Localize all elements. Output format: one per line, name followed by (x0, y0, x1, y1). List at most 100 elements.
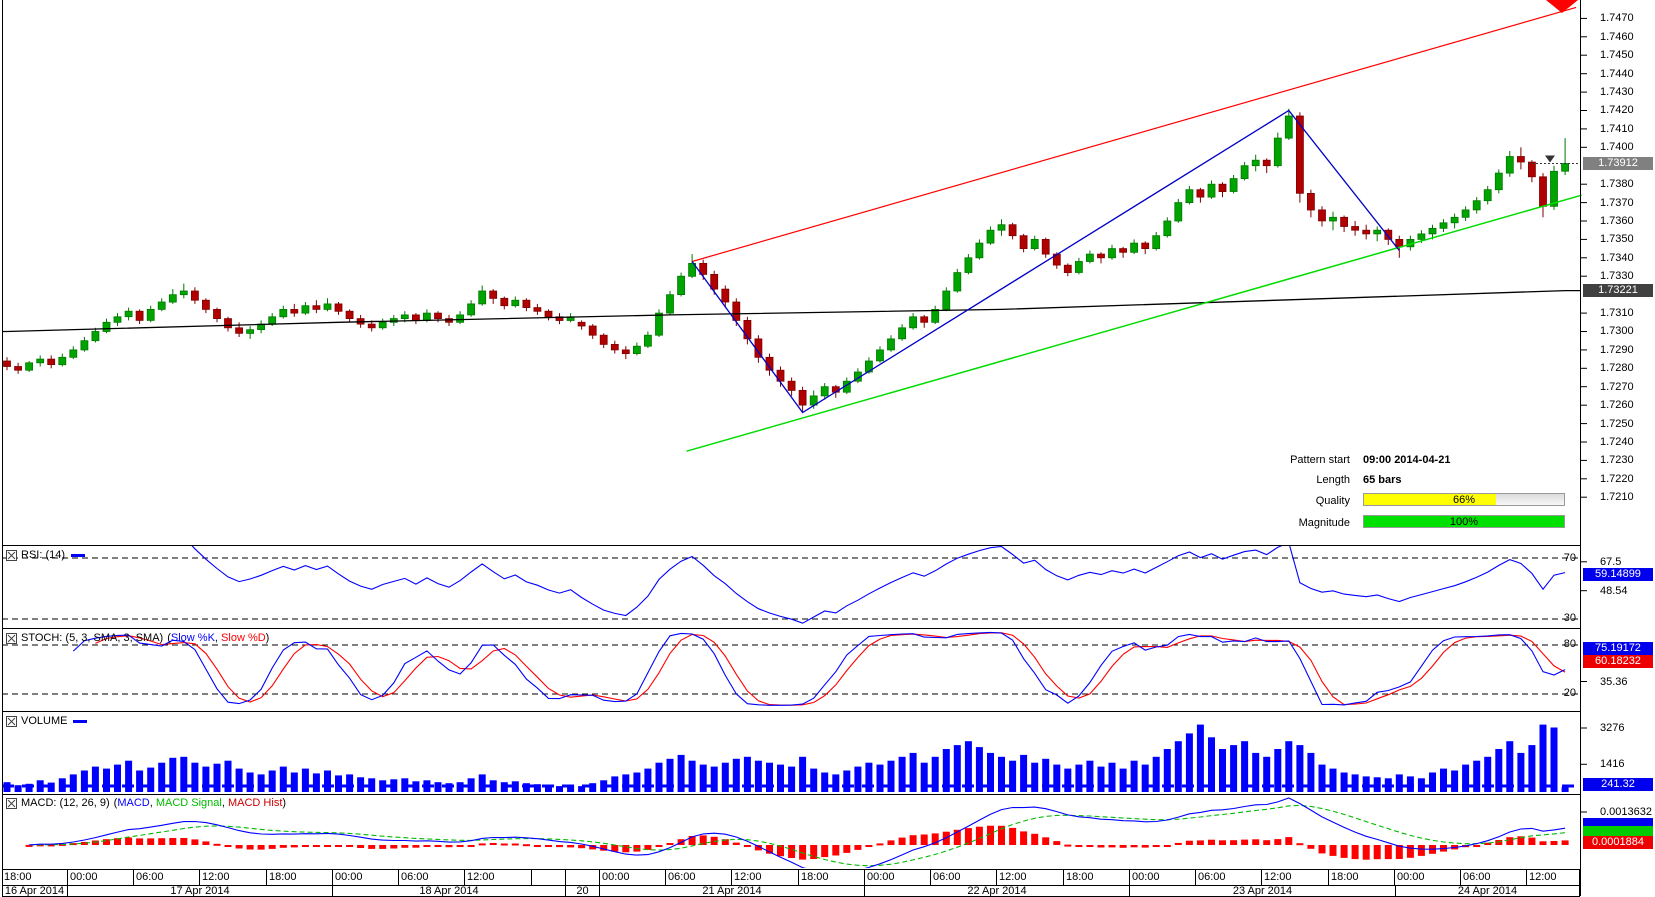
rsi-checkbox-icon[interactable] (6, 549, 17, 561)
magnitude-progress-fill (1364, 516, 1564, 527)
volume-checkbox-icon[interactable] (6, 715, 17, 727)
legend-part: MACD Signal (155, 797, 222, 809)
legend-part: MACD (117, 797, 150, 809)
stoch-d-badge: 60.18232 (1583, 655, 1653, 668)
date-cell: 22 Apr 2014 (865, 886, 1130, 896)
quality-progress-fill (1364, 494, 1496, 505)
price-tick-label: 1.7440 (1600, 68, 1634, 80)
legend-part: Slow %K (170, 632, 215, 644)
rsi-legend-line (71, 553, 86, 557)
time-cell: 06:00 (1461, 870, 1527, 885)
price-tick-label: 1.7270 (1600, 381, 1634, 393)
date-cell: 16 Apr 2014 (2, 886, 68, 896)
time-cell: 12:00 (997, 870, 1064, 885)
stoch-legend: (Slow %K, Slow %D) (167, 632, 269, 644)
pattern-start-label: Pattern start (1290, 454, 1350, 466)
rsi-title: RSI: (14) (21, 549, 66, 561)
time-cell: 12:00 (732, 870, 799, 885)
macd-axis-top: 0.0013632 (1600, 806, 1652, 818)
time-cell: 18:00 (799, 870, 865, 885)
time-cell: 06:00 (399, 870, 465, 885)
pattern-length-label: Length (1316, 474, 1350, 486)
macd-checkbox-icon[interactable] (6, 797, 17, 809)
pattern-length-value: 65 bars (1363, 474, 1402, 486)
volume-header: VOLUME (6, 715, 88, 727)
volume-axis-high: 3276 (1600, 722, 1625, 734)
price-tick-label: 1.7450 (1600, 49, 1634, 61)
volume-value-badge: 241.32 (1583, 778, 1653, 791)
price-tick-label: 1.7410 (1600, 123, 1634, 135)
time-cell: 12:00 (465, 870, 532, 885)
volume-legend-line (73, 719, 88, 723)
legend-part: ( (113, 797, 118, 809)
stoch-axis-mid: 35.36 (1600, 676, 1628, 688)
macd-signal-badge (1583, 826, 1653, 839)
legend-part: , (221, 797, 228, 809)
time-cell (532, 870, 566, 885)
legend-part: ( (167, 632, 171, 644)
time-cell: 06:00 (134, 870, 200, 885)
time-cell: 00:00 (600, 870, 666, 885)
price-tick-label: 1.7230 (1600, 454, 1634, 466)
date-cell: 21 Apr 2014 (600, 886, 865, 896)
price-tick-label: 1.7220 (1600, 473, 1634, 485)
stoch-level-80: 80 (1563, 638, 1576, 650)
time-cell: 12:00 (200, 870, 267, 885)
price-tick-label: 1.7360 (1600, 215, 1634, 227)
stoch-k-badge: 75.19172 (1583, 642, 1653, 655)
stoch-header: STOCH: (5, 3, SMA, 3, SMA) (Slow %K, Slo… (6, 632, 269, 644)
quality-progress-bar: 66% (1363, 493, 1565, 506)
price-tick-label: 1.7420 (1600, 104, 1634, 116)
legend-part: , (214, 632, 222, 644)
price-tick-label: 1.7260 (1600, 399, 1634, 411)
ma-value-badge: 1.73221 (1583, 284, 1653, 297)
time-cell: 00:00 (68, 870, 134, 885)
last-price-badge: 1.73912 (1583, 157, 1653, 170)
rsi-axis-low: 48.54 (1600, 585, 1628, 597)
legend-part: , (149, 797, 156, 809)
price-tick-label: 1.7290 (1600, 344, 1634, 356)
macd-header: MACD: (12, 26, 9) (MACD, MACD Signal, MA… (6, 797, 286, 809)
price-tick-label: 1.7470 (1600, 12, 1634, 24)
price-marker-icon (1545, 155, 1555, 163)
legend-part: ) (282, 797, 287, 809)
rsi-header: RSI: (14) (6, 549, 86, 561)
time-cell: 18:00 (267, 870, 333, 885)
price-tick-label: 1.7340 (1600, 252, 1634, 264)
macd-hist-badge: 0.0001884 (1583, 836, 1653, 849)
legend-part: Slow %D (221, 632, 266, 644)
price-tick-label: 1.7250 (1600, 418, 1634, 430)
time-cell: 00:00 (1130, 870, 1196, 885)
time-cell: 00:00 (865, 870, 931, 885)
quality-progress-text: 66% (1452, 494, 1476, 506)
price-tick-label: 1.7240 (1600, 436, 1634, 448)
price-tick-label: 1.7370 (1600, 197, 1634, 209)
rsi-level-30: 30 (1563, 612, 1576, 624)
price-tick-label: 1.7210 (1600, 491, 1634, 503)
date-cell: 23 Apr 2014 (1130, 886, 1396, 896)
rsi-axis-high: 67.5 (1600, 556, 1622, 568)
stoch-level-20: 20 (1563, 687, 1576, 699)
price-tick-label: 1.7300 (1600, 325, 1634, 337)
date-cell: 17 Apr 2014 (68, 886, 333, 896)
price-tick-label: 1.7330 (1600, 270, 1634, 282)
legend-part: ) (265, 632, 270, 644)
price-tick-label: 1.7280 (1600, 362, 1634, 374)
price-tick-label: 1.7350 (1600, 233, 1634, 245)
date-axis-row: 16 Apr 2014 17 Apr 2014 18 Apr 2014 20 21 Ap… (2, 886, 1580, 896)
pattern-quality-label: Quality (1315, 495, 1350, 507)
volume-axis-mid: 1416 (1600, 758, 1625, 770)
rsi-level-70: 70 (1563, 552, 1576, 564)
price-tick-label: 1.7310 (1600, 307, 1634, 319)
time-cell: 06:00 (1196, 870, 1262, 885)
time-cell: 06:00 (931, 870, 997, 885)
pattern-start-value: 09:00 2014-04-21 (1363, 454, 1451, 466)
stoch-checkbox-icon[interactable] (6, 632, 17, 644)
price-tick-label: 1.7460 (1600, 31, 1634, 43)
time-cell: 00:00 (333, 870, 399, 885)
legend-part: MACD Hist (227, 797, 283, 809)
date-cell: 24 Apr 2014 (1396, 886, 1580, 896)
magnitude-progress-text: 100% (1449, 516, 1479, 528)
